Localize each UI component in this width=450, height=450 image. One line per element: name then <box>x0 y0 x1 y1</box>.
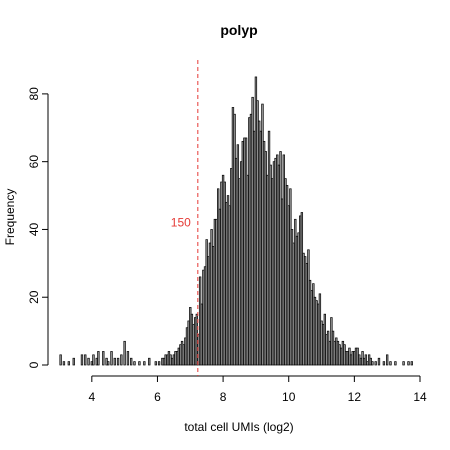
y-tick-label: 0 <box>27 361 41 368</box>
histogram-bar <box>394 361 397 366</box>
y-tick-label: 40 <box>27 222 41 236</box>
histogram-bar <box>389 361 392 366</box>
histogram-bar <box>87 357 90 366</box>
histogram-bar <box>364 354 368 366</box>
histogram-bar <box>410 361 413 366</box>
histogram-bar <box>80 354 84 366</box>
histogram-bar <box>133 361 136 366</box>
histogram-bar <box>407 361 410 366</box>
threshold-label: 150 <box>171 216 191 230</box>
histogram-bar <box>130 357 133 366</box>
histogram-bar <box>382 361 386 366</box>
x-tick-label: 14 <box>413 390 427 404</box>
histogram-bar <box>72 357 75 366</box>
x-tick-label: 10 <box>282 390 296 404</box>
histogram-bar <box>154 361 157 366</box>
y-tick-label: 80 <box>27 87 41 101</box>
histogram-bar <box>402 361 405 366</box>
histogram-bar <box>377 357 381 366</box>
histogram-bar <box>386 354 389 366</box>
histogram-bar <box>102 351 105 366</box>
y-axis-label: Frequency <box>3 189 17 246</box>
histogram-bar <box>143 361 146 366</box>
histogram-bar <box>110 351 113 366</box>
histogram-bar <box>97 351 100 366</box>
x-axis: 4 6 8 10 12 14 <box>88 375 427 404</box>
histogram-bar <box>107 361 110 366</box>
histogram-bar <box>138 361 141 366</box>
bars-group <box>59 76 413 366</box>
histogram-bar <box>371 361 374 366</box>
x-tick-label: 12 <box>348 390 362 404</box>
y-tick-label: 60 <box>27 155 41 169</box>
x-tick-label: 6 <box>154 390 161 404</box>
histogram-bar <box>120 354 123 366</box>
y-axis: 0 20 40 60 80 <box>27 87 49 368</box>
x-tick-label: 8 <box>220 390 227 404</box>
x-tick-label: 4 <box>88 390 95 404</box>
histogram-bar <box>62 361 66 366</box>
histogram-bar <box>67 361 71 366</box>
y-tick-label: 20 <box>27 290 41 304</box>
histogram-bar <box>148 357 151 366</box>
histogram-bar <box>113 357 116 366</box>
histogram-bar <box>123 340 126 366</box>
histogram-bar <box>157 361 161 366</box>
histogram-bar <box>126 351 130 366</box>
histogram-bar <box>92 354 95 366</box>
histogram-bar <box>59 354 62 366</box>
histogram-bar <box>374 361 377 366</box>
histogram-bar <box>84 354 87 366</box>
x-axis-label: total cell UMIs (log2) <box>184 420 293 434</box>
histogram-bar <box>116 357 120 366</box>
chart-title: polyp <box>220 22 257 38</box>
